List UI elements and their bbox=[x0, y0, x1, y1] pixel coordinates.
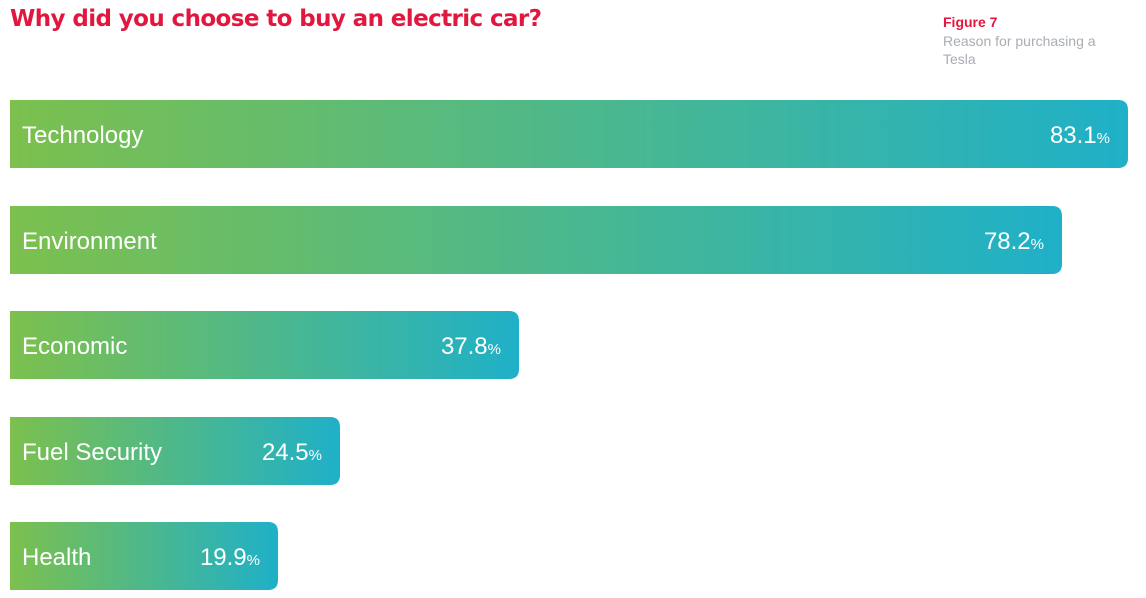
bar-label-environment: Environment bbox=[22, 228, 157, 255]
bar-value-health: 19.9% bbox=[200, 544, 260, 571]
chart-title: Why did you choose to buy an electric ca… bbox=[10, 6, 542, 32]
figure-label: Figure 7 bbox=[943, 14, 998, 30]
bars-group: Technology 83.1% Environment 78.2% Economic 3… bbox=[10, 100, 1128, 590]
bar-value-fuel-security: 24.5% bbox=[262, 439, 322, 466]
bar-value-economic: 37.8% bbox=[441, 333, 501, 360]
bar-value-environment: 78.2% bbox=[984, 228, 1044, 255]
figure-caption: Reason for purchasing a Tesla bbox=[943, 33, 1096, 67]
bar-environment bbox=[10, 206, 1062, 274]
bar-technology bbox=[10, 100, 1128, 168]
bar-label-health: Health bbox=[22, 544, 91, 571]
bar-value-technology: 83.1% bbox=[1050, 122, 1110, 149]
bar-label-economic: Economic bbox=[22, 333, 127, 360]
bar-health bbox=[10, 522, 278, 590]
bar-fuel-security bbox=[10, 417, 340, 485]
bar-label-fuel-security: Fuel Security bbox=[22, 439, 162, 466]
bar-economic bbox=[10, 311, 519, 379]
bar-label-technology: Technology bbox=[22, 122, 143, 149]
